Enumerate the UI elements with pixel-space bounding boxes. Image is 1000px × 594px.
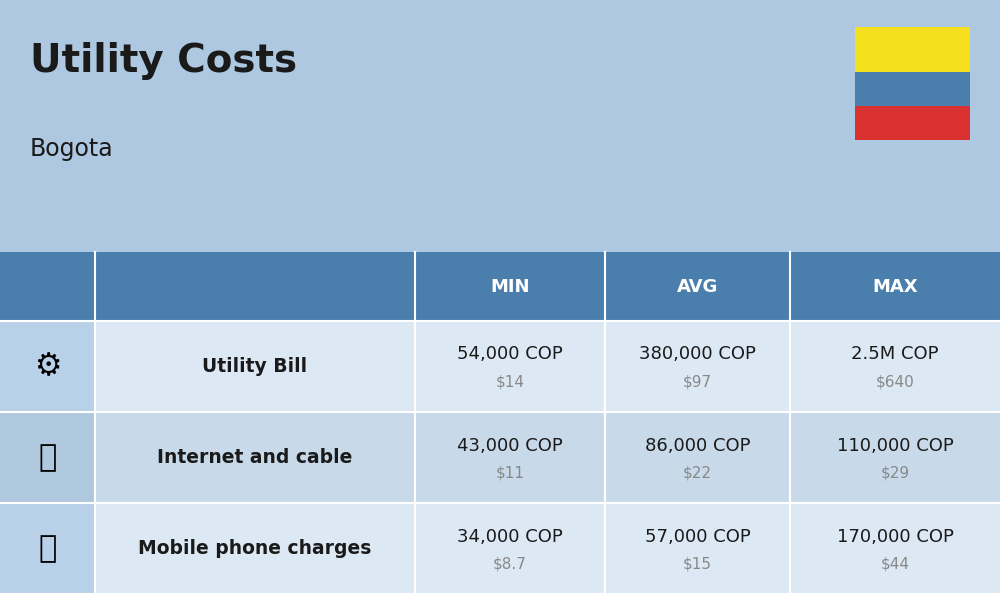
Text: 86,000 COP: 86,000 COP [645,437,750,454]
Text: $15: $15 [683,557,712,571]
FancyBboxPatch shape [0,412,1000,503]
Text: MIN: MIN [490,277,530,296]
FancyBboxPatch shape [0,503,1000,594]
Text: $14: $14 [496,374,524,389]
Text: 43,000 COP: 43,000 COP [457,437,563,454]
Text: $29: $29 [880,465,910,481]
FancyBboxPatch shape [0,412,95,503]
FancyBboxPatch shape [855,27,970,72]
Text: Utility Costs: Utility Costs [30,42,297,80]
Text: 110,000 COP: 110,000 COP [837,437,953,454]
Text: 📱: 📱 [38,534,57,563]
Text: $44: $44 [881,557,910,571]
Text: 📶: 📶 [38,443,57,472]
Text: AVG: AVG [677,277,718,296]
Text: $640: $640 [876,374,914,389]
FancyBboxPatch shape [0,321,95,412]
Text: $22: $22 [683,465,712,481]
FancyBboxPatch shape [0,252,1000,321]
Text: Mobile phone charges: Mobile phone charges [138,539,372,558]
Text: $11: $11 [496,465,524,481]
Text: 54,000 COP: 54,000 COP [457,346,563,364]
Text: Bogota: Bogota [30,137,114,160]
FancyBboxPatch shape [855,106,970,140]
Text: $8.7: $8.7 [493,557,527,571]
FancyBboxPatch shape [855,72,970,106]
Text: 170,000 COP: 170,000 COP [837,527,953,546]
Text: $97: $97 [683,374,712,389]
Text: 34,000 COP: 34,000 COP [457,527,563,546]
Text: MAX: MAX [872,277,918,296]
Text: 380,000 COP: 380,000 COP [639,346,756,364]
FancyBboxPatch shape [0,321,1000,412]
Text: 2.5M COP: 2.5M COP [851,346,939,364]
FancyBboxPatch shape [0,503,95,594]
Text: ⚙: ⚙ [34,352,61,381]
Text: 57,000 COP: 57,000 COP [645,527,750,546]
Text: Internet and cable: Internet and cable [157,448,353,467]
Text: Utility Bill: Utility Bill [202,357,308,376]
